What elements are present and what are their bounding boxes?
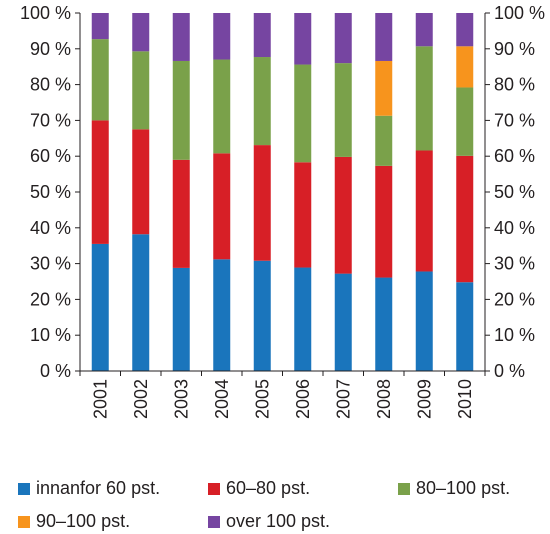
bar-segment-2007-series-0 <box>334 273 352 371</box>
bar-segment-2007-series-2 <box>334 63 352 157</box>
bar-segment-2007-series-1 <box>334 156 352 274</box>
y-tick-label-right: 80 % <box>494 75 535 95</box>
bar-segment-2010-series-4 <box>456 13 474 47</box>
y-tick-label-right: 0 % <box>494 361 525 381</box>
axes-layer: 2001 2002 2003 2004 2005 2006 2007 2008 2009 2010… <box>20 3 545 419</box>
y-tick-label-left: 30 % <box>30 254 71 274</box>
y-tick-label-right: 100 % <box>494 3 545 23</box>
bar-segment-2004-series-2 <box>213 59 231 154</box>
y-tick-label-right: 30 % <box>494 254 535 274</box>
bar-segment-2010-series-1 <box>456 155 474 283</box>
bar-segment-2003-series-1 <box>172 159 190 268</box>
bar-segment-2002-series-0 <box>132 234 150 371</box>
bar-segment-2002-series-4 <box>132 13 150 52</box>
bar-segment-2001-series-2 <box>91 39 109 121</box>
bar-segment-2009-series-4 <box>415 13 433 47</box>
bar-segment-2002-series-2 <box>132 51 150 130</box>
x-tick-label: 2002 <box>131 379 151 419</box>
bar-segment-2001-series-1 <box>91 120 109 244</box>
x-tick-label: 2003 <box>171 379 191 419</box>
bar-segment-2010-series-3 <box>456 46 474 88</box>
bar-segment-2006-series-0 <box>294 267 312 371</box>
y-tick-label-left: 80 % <box>30 75 71 95</box>
bar-segment-2008-series-0 <box>375 277 393 371</box>
bar-segment-2010-series-2 <box>456 87 474 156</box>
y-tick-label-left: 0 % <box>40 361 71 381</box>
y-tick-label-left: 40 % <box>30 218 71 238</box>
bar-segment-2001-series-0 <box>91 243 109 371</box>
bar-segment-2003-series-4 <box>172 13 190 61</box>
bar-segment-2006-series-4 <box>294 13 312 65</box>
y-tick-label-right: 20 % <box>494 289 535 309</box>
y-tick-label-right: 50 % <box>494 182 535 202</box>
bar-segment-2004-series-4 <box>213 13 231 60</box>
bar-segment-2005-series-4 <box>253 13 271 58</box>
bar-segment-2005-series-2 <box>253 57 271 146</box>
bar-segment-2009-series-1 <box>415 150 433 272</box>
bar-segment-2003-series-2 <box>172 60 190 160</box>
y-tick-label-right: 90 % <box>494 39 535 59</box>
x-tick-label: 2004 <box>212 379 232 419</box>
bar-segment-2008-series-4 <box>375 13 393 61</box>
bar-segment-2008-series-3 <box>375 60 393 116</box>
bar-segment-2010-series-0 <box>456 282 474 371</box>
bars-layer <box>91 13 474 371</box>
x-tick-label: 2005 <box>252 379 272 419</box>
bar-segment-2004-series-0 <box>213 259 231 371</box>
x-tick-label: 2006 <box>293 379 313 419</box>
y-tick-label-left: 70 % <box>30 110 71 130</box>
x-tick-label: 2008 <box>374 379 394 419</box>
y-tick-label-left: 10 % <box>30 325 71 345</box>
bar-segment-2007-series-4 <box>334 13 352 64</box>
x-tick-label: 2001 <box>90 379 110 419</box>
y-tick-label-left: 60 % <box>30 146 71 166</box>
bar-segment-2009-series-2 <box>415 46 433 151</box>
bar-segment-2001-series-4 <box>91 13 109 40</box>
bar-segment-2003-series-0 <box>172 267 190 371</box>
bar-segment-2002-series-1 <box>132 129 150 235</box>
y-tick-label-left: 50 % <box>30 182 71 202</box>
y-tick-label-right: 40 % <box>494 218 535 238</box>
bar-segment-2009-series-0 <box>415 271 433 371</box>
y-tick-label-left: 100 % <box>20 3 71 23</box>
bar-segment-2006-series-1 <box>294 162 312 268</box>
y-tick-label-right: 60 % <box>494 146 535 166</box>
bar-segment-2006-series-2 <box>294 64 312 163</box>
x-tick-label: 2010 <box>455 379 475 419</box>
bar-segment-2008-series-2 <box>375 115 393 166</box>
y-tick-label-right: 10 % <box>494 325 535 345</box>
y-tick-label-right: 70 % <box>494 110 535 130</box>
x-tick-label: 2009 <box>414 379 434 419</box>
x-tick-label: 2007 <box>333 379 353 419</box>
y-tick-label-left: 90 % <box>30 39 71 59</box>
y-tick-label-left: 20 % <box>30 289 71 309</box>
bar-segment-2005-series-0 <box>253 260 271 371</box>
bar-segment-2004-series-1 <box>213 153 231 260</box>
bar-segment-2005-series-1 <box>253 145 271 261</box>
bar-segment-2008-series-1 <box>375 165 393 278</box>
